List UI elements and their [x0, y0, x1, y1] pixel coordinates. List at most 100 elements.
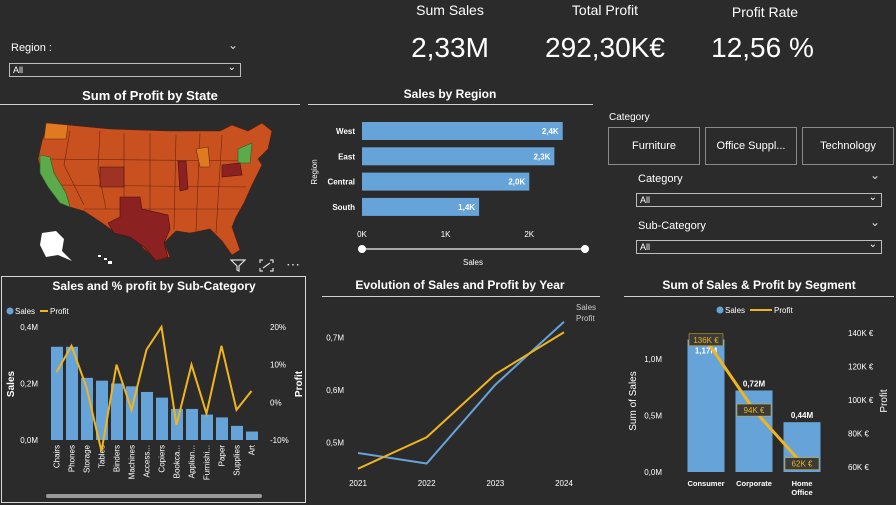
subcat-bar[interactable]	[51, 346, 63, 440]
category-buttons-label: Category	[609, 112, 650, 123]
subcat-y-axis-label: Sales	[6, 370, 17, 397]
year-series-label: Sales	[576, 303, 596, 312]
sales-profit-subcategory-chart[interactable]: Sales and % profit by Sub-Category Sales P…	[2, 277, 305, 502]
sales-profit-segment-chart[interactable]: Sum of Sales & Profit by Segment Sales Pro…	[618, 276, 896, 502]
kpi-profit-rate-value: 12,56 %	[711, 32, 814, 63]
subcategory-dropdown[interactable]: All ⌄	[636, 239, 882, 254]
year-y-tick: 0,6M	[326, 386, 344, 395]
map-state-texas[interactable]	[107, 196, 171, 262]
expand-icon[interactable]	[259, 259, 274, 272]
category-dropdown[interactable]: All ⌄	[636, 192, 882, 207]
subcat-profit-line	[55, 324, 253, 452]
us-profit-map[interactable]	[0, 105, 305, 275]
segment-profit-label-bg	[784, 457, 820, 470]
category-button-office-supplies[interactable]: Office Suppl...	[705, 127, 797, 165]
region-bar[interactable]	[362, 122, 563, 140]
subcat-bar[interactable]	[186, 408, 198, 440]
legend-profit-label: Profit	[50, 307, 69, 316]
subcat-bar[interactable]	[246, 431, 258, 440]
segment-y2-tick: 120K €	[848, 363, 874, 372]
map-state-washington[interactable]	[43, 122, 69, 140]
subcat-y2-axis-label: Profit	[294, 370, 305, 397]
range-slider-handle-left[interactable]	[358, 245, 366, 253]
subcat-bar[interactable]	[156, 397, 168, 440]
region-category-label: East	[338, 152, 355, 161]
region-bar[interactable]	[362, 147, 555, 166]
subcat-category-label: Machines	[128, 445, 137, 479]
region-dropdown[interactable]: All ⌄	[9, 62, 241, 77]
subcat-category-label: Chairs	[53, 445, 62, 468]
subcat-y-tick: 0,4M	[20, 323, 38, 332]
subcat-category-label: Art	[248, 444, 257, 455]
segment-y2-tick: 80K €	[848, 430, 869, 439]
region-chevron-icon[interactable]: ⌄	[228, 38, 239, 52]
year-line-profit[interactable]	[357, 331, 565, 470]
map-state-michigan[interactable]	[195, 146, 211, 168]
subcat-category-label: Access...	[143, 445, 152, 477]
map-state-hawaii[interactable]	[98, 255, 112, 264]
chart-title: Sales and % profit by Sub-Category	[52, 279, 256, 293]
divider	[308, 104, 593, 105]
segment-category-label: Office	[791, 488, 812, 497]
evolution-by-year-chart[interactable]: Evolution of Sales and Profit by Year 0,5…	[318, 276, 603, 502]
subcat-category-label: Bookca...	[173, 445, 182, 478]
subcat-bar[interactable]	[81, 377, 93, 440]
region-bar-value: 2,3K	[533, 152, 550, 161]
year-line-sales[interactable]	[357, 321, 565, 465]
region-category-label: West	[336, 127, 355, 136]
category-chevron-icon[interactable]: ⌄	[870, 168, 881, 182]
subcat-category-label: Storage	[83, 444, 92, 473]
segment-y2-tick: 100K €	[848, 396, 874, 405]
region-dropdown-chevron-icon: ⌄	[227, 62, 236, 73]
segment-y-tick: 0,5M	[644, 411, 662, 420]
subcategory-visual-frame[interactable]	[1, 276, 306, 503]
subcat-bar[interactable]	[96, 380, 108, 440]
map-state-alaska[interactable]	[40, 231, 72, 261]
subcat-bar[interactable]	[141, 391, 153, 440]
region-category-label: Central	[327, 178, 355, 187]
year-x-tick: 2022	[418, 479, 436, 488]
filter-icon[interactable]	[230, 258, 246, 272]
segment-profit-label: 136K €	[693, 336, 719, 345]
subcat-category-label: Copiers	[158, 445, 167, 473]
kpi-total-profit-label: Total Profit	[571, 2, 639, 18]
segment-profit-label-bg	[736, 403, 772, 417]
subcat-bar[interactable]	[231, 425, 243, 440]
legend-sales-label: Sales	[725, 306, 745, 315]
category-dropdown-value: All	[640, 195, 651, 205]
legend-sales-label: Sales	[15, 307, 35, 316]
region-bar[interactable]	[362, 197, 480, 216]
region-bar[interactable]	[362, 172, 530, 191]
kpi-profit-rate-label: Profit Rate	[731, 4, 799, 20]
subcat-bar[interactable]	[111, 383, 123, 441]
category-button-furniture[interactable]: Furniture	[608, 127, 700, 165]
subcat-bar[interactable]	[216, 417, 228, 440]
horizontal-scrollbar[interactable]	[46, 494, 262, 498]
chart-title: Evolution of Sales and Profit by Year	[355, 278, 564, 292]
region-bar-value: 1,4K	[458, 203, 475, 212]
region-x-tick: 2K	[524, 230, 534, 239]
year-y-tick: 0,5M	[326, 439, 344, 448]
map-usa-states[interactable]	[37, 122, 273, 262]
more-options-icon[interactable]: ⋯	[286, 256, 301, 272]
region-dropdown-value: All	[13, 65, 24, 75]
subcategory-chevron-icon[interactable]: ⌄	[870, 215, 881, 229]
map-state-illinois[interactable]	[177, 160, 189, 192]
segment-bar[interactable]	[735, 390, 773, 472]
sales-by-region-chart[interactable]: Sales by Region West 2,4K East 2,3K Central 2,…	[305, 82, 595, 272]
subcat-bar[interactable]	[66, 346, 78, 440]
category-button-technology[interactable]: Technology	[802, 127, 894, 165]
subcat-bar[interactable]	[201, 414, 213, 440]
subcat-category-label: Phones	[68, 445, 77, 472]
segment-bar[interactable]	[687, 339, 725, 472]
range-slider-handle-right[interactable]	[581, 245, 589, 253]
subcat-y2-tick: -10%	[270, 436, 289, 445]
map-state-pennsylvania[interactable]	[221, 162, 243, 178]
map-state-colorado[interactable]	[99, 166, 125, 188]
map-state-vermont[interactable]	[237, 142, 253, 164]
segment-y-tick: 1,0M	[644, 355, 662, 364]
map-state-california[interactable]	[39, 154, 71, 208]
category-dropdown-chevron-icon: ⌄	[868, 192, 877, 203]
year-x-tick: 2024	[555, 479, 573, 488]
segment-y2-tick: 60K €	[848, 463, 869, 472]
